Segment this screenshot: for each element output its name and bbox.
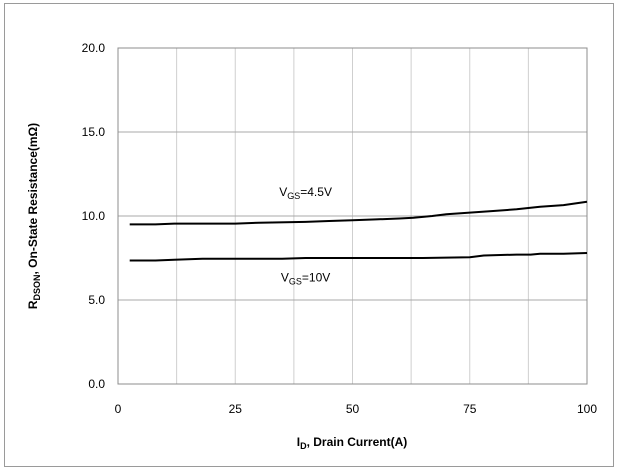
series-line-1: [129, 252, 588, 262]
series-labels: VGS=4.5V VGS=10V: [279, 185, 332, 287]
series-line-0: [129, 200, 588, 226]
series-label-1: VGS=10V: [281, 271, 330, 287]
y-tick-label: 10.0: [82, 209, 106, 223]
x-tick-labels: 0 25 50 75 100: [115, 402, 598, 416]
plot-border: [117, 47, 588, 385]
x-tick-label: 0: [115, 402, 122, 416]
series-lines: [129, 200, 588, 262]
chart-frame: [4, 3, 614, 467]
x-tick-label: 75: [463, 402, 477, 416]
series-label-0: VGS=4.5V: [279, 185, 332, 201]
y-tick-label: 15.0: [82, 125, 106, 139]
x-tick-label: 50: [346, 402, 360, 416]
plot-area-border: [117, 47, 588, 385]
y-axis-title: RDSON, On-State Resistance(mΩ): [26, 123, 42, 309]
y-tick-labels: 0.0 5.0 10.0 15.0 20.0: [82, 41, 106, 391]
x-tick-label: 25: [229, 402, 243, 416]
x-tick-label: 100: [577, 402, 597, 416]
y-tick-label: 5.0: [88, 293, 105, 307]
y-tick-label: 0.0: [88, 377, 105, 391]
x-axis-title: ID, Drain Current(A): [297, 435, 408, 451]
y-tick-label: 20.0: [82, 41, 106, 55]
